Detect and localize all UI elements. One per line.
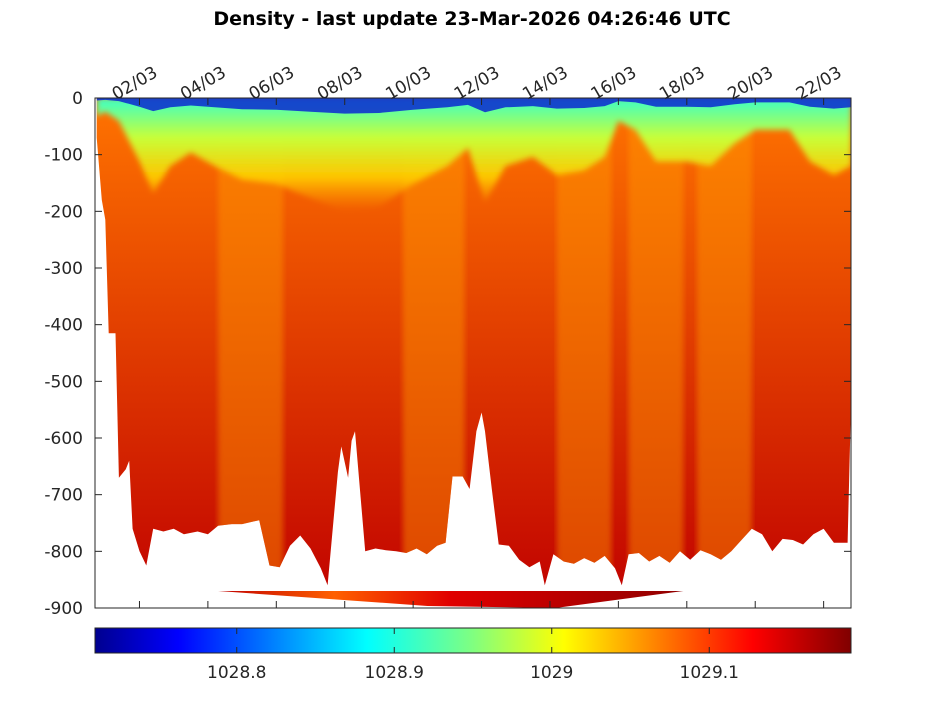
colorbar-tick-label: 1029.1 <box>680 663 739 683</box>
y-tick-label: -800 <box>44 542 83 562</box>
lighter-density-band <box>628 98 684 586</box>
colorbar-ticks: 1028.8 1028.9 1029 1029.1 <box>207 628 739 683</box>
colorbar-tick-label: 1029 <box>530 663 573 683</box>
plot-area <box>96 98 851 608</box>
colorbar: 1028.8 1028.9 1029 1029.1 <box>94 627 852 683</box>
colorbar-tick-label: 1028.8 <box>207 663 266 683</box>
density-surface-low <box>96 98 851 114</box>
y-tick-label: -500 <box>44 372 83 392</box>
y-tick-label: -700 <box>44 486 83 506</box>
lighter-density-band <box>697 98 752 586</box>
chart-title: Density - last update 23-Mar-2026 04:26:… <box>213 8 730 30</box>
colorbar-tick-label: 1028.9 <box>365 663 424 683</box>
lighter-density-band <box>556 98 612 586</box>
y-ticks: 0 -100 -200 -300 -400 -500 -600 -700 -800 -900 <box>44 89 851 619</box>
y-tick-label: -600 <box>44 429 83 449</box>
y-tick-label: -900 <box>44 599 83 619</box>
y-tick-label: -300 <box>44 259 83 279</box>
y-tick-label: -100 <box>44 146 83 166</box>
lowest-bin-segment <box>218 591 684 608</box>
colorbar-ramp <box>94 627 852 654</box>
axes-box <box>94 97 852 609</box>
y-tick-label: 0 <box>72 89 83 109</box>
y-tick-label: -200 <box>44 202 83 222</box>
density-surface-layer <box>96 98 851 212</box>
y-tick-label: -400 <box>44 316 83 336</box>
